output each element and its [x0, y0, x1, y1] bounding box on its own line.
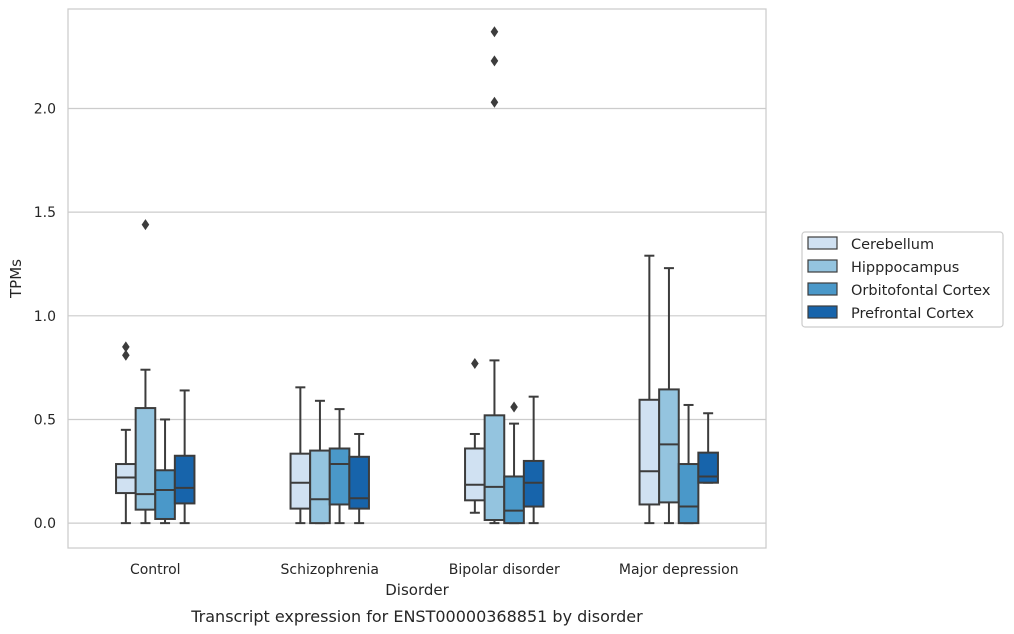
box-hipppocampus — [309, 399, 331, 525]
box-body — [348, 455, 370, 510]
box-hipppocampus — [658, 267, 680, 525]
legend-label: Orbitofontal Cortex — [851, 283, 991, 299]
x-tick-label: Schizophrenia — [281, 562, 379, 578]
box-body — [134, 407, 157, 511]
y-axis-label: TPMs — [7, 259, 25, 299]
box-orbitofontal-cortex — [328, 408, 351, 525]
legend-swatch — [807, 305, 838, 319]
box-hipppocampus — [483, 26, 506, 525]
legend-swatch — [807, 259, 838, 273]
box-body — [173, 454, 196, 505]
box-body — [677, 463, 700, 525]
legend-label: Prefrontal Cortex — [851, 306, 974, 322]
y-tick-label: 0.0 — [34, 516, 56, 532]
box-body — [464, 447, 486, 502]
outlier-point — [490, 55, 499, 67]
box-prefrontal-cortex — [173, 389, 196, 525]
axis-ticks: 0.0 0.5 1.0 1.5 2.0 Control Schizophrenia Bipol… — [34, 102, 739, 578]
box-prefrontal-cortex — [697, 412, 719, 484]
box-orbitofontal-cortex — [154, 418, 176, 525]
box-body — [483, 414, 506, 522]
outlier-point — [122, 341, 130, 353]
outlier-point — [122, 349, 130, 361]
legend-label: Hipppocampus — [851, 260, 959, 276]
box-body — [522, 459, 545, 508]
outlier-point — [490, 26, 499, 38]
outlier-point — [510, 401, 518, 413]
box-body — [309, 449, 331, 525]
plot-boxes — [115, 26, 719, 525]
box-cerebellum — [289, 386, 312, 525]
x-tick-label: Major depression — [619, 562, 739, 578]
x-axis-label: Disorder — [385, 581, 449, 599]
legend: Cerebellum Hipppocampus Orbitofontal Corte… — [801, 231, 1004, 328]
legend-frame — [801, 231, 1004, 328]
legend-swatch — [807, 236, 838, 250]
legend-swatch — [807, 282, 838, 296]
box-body — [289, 452, 312, 510]
legend-label: Cerebellum — [851, 237, 934, 253]
y-tick-label: 1.5 — [34, 205, 56, 221]
outlier-point — [490, 96, 499, 108]
x-tick-label: Bipolar disorder — [449, 562, 560, 578]
box-body — [638, 398, 661, 506]
chart-caption: Transcript expression for ENST0000036885… — [190, 607, 643, 626]
box-cerebellum — [115, 341, 137, 525]
box-orbitofontal-cortex — [677, 403, 700, 525]
outlier-point — [471, 357, 479, 369]
y-tick-label: 1.0 — [34, 309, 56, 325]
plot-frame — [67, 8, 767, 549]
box-cerebellum — [638, 254, 661, 525]
y-tick-label: 2.0 — [34, 102, 56, 118]
box-body — [115, 463, 137, 495]
box-prefrontal-cortex — [522, 395, 545, 525]
box-prefrontal-cortex — [348, 432, 370, 525]
box-cerebellum — [464, 357, 486, 514]
y-tick-label: 0.5 — [34, 412, 56, 428]
box-body — [697, 451, 719, 484]
outlier-point — [141, 219, 150, 231]
box-hipppocampus — [134, 219, 157, 525]
x-tick-label: Control — [130, 562, 181, 578]
box-body — [503, 475, 525, 525]
box-body — [328, 447, 351, 506]
box-body — [154, 469, 176, 520]
box-body — [658, 388, 680, 504]
